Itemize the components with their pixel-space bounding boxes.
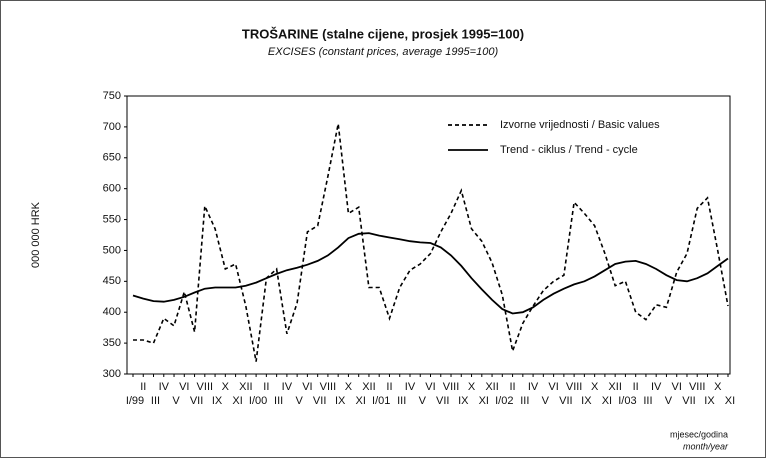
x-tick-label: I/99	[126, 395, 144, 407]
x-tick-label: I/02	[495, 395, 513, 407]
x-tick-label: IX	[212, 395, 223, 407]
x-tick-label: II	[140, 381, 146, 393]
x-tick-label: VIII	[689, 381, 706, 393]
x-tick-label: IX	[581, 395, 592, 407]
series-line	[132, 232, 729, 315]
chart-subtitle: EXCISES (constant prices, average 1995=1…	[268, 46, 499, 58]
x-tick-label: XI	[232, 395, 242, 407]
x-tick-label: XI	[725, 395, 735, 407]
legend-label: Trend - ciklus / Trend - cycle	[500, 144, 638, 156]
x-tick-label: V	[419, 395, 427, 407]
x-tick-label: IV	[528, 381, 539, 393]
y-tick-label: 400	[103, 306, 121, 318]
x-tick-label: I/01	[372, 395, 390, 407]
plot-area	[126, 95, 731, 375]
x-tick-label: I/03	[618, 395, 636, 407]
chart-title: TROŠARINE (stalne cijene, prosjek 1995=1…	[242, 26, 524, 41]
x-axis-label-en: month/year	[683, 441, 729, 451]
x-tick-label: X	[345, 381, 353, 393]
x-tick-label: VI	[302, 381, 312, 393]
x-tick-label: V	[172, 395, 180, 407]
x-tick-label: XI	[355, 395, 365, 407]
x-tick-label: VII	[682, 395, 695, 407]
x-tick-label: IX	[458, 395, 469, 407]
x-tick-label: IV	[651, 381, 662, 393]
y-tick-label: 600	[103, 183, 121, 195]
x-tick-label: VI	[179, 381, 189, 393]
x-tick-label: VIII	[443, 381, 460, 393]
x-tick-label: X	[222, 381, 230, 393]
y-tick-label: 750	[103, 90, 121, 102]
y-tick-label: 550	[103, 213, 121, 225]
x-tick-label: V	[542, 395, 550, 407]
y-tick-label: 650	[103, 152, 121, 164]
series-line	[133, 123, 729, 362]
x-tick-label: VI	[548, 381, 558, 393]
y-tick-label: 350	[103, 337, 121, 349]
x-tick-label: IV	[282, 381, 293, 393]
x-axis-label: mjesec/godina	[670, 429, 728, 439]
x-tick-label: VII	[190, 395, 203, 407]
x-tick-label: VIII	[566, 381, 583, 393]
y-tick-label: 450	[103, 275, 121, 287]
x-tick-label: V	[665, 395, 673, 407]
y-tick-label: 700	[103, 121, 121, 133]
x-tick-label: VI	[672, 381, 682, 393]
legend-label: Izvorne vrijednosti / Basic values	[500, 119, 660, 131]
x-tick-label: III	[397, 395, 406, 407]
x-tick-label: VIII	[197, 381, 214, 393]
x-tick-label: II	[263, 381, 269, 393]
x-tick-label: I/00	[249, 395, 267, 407]
x-tick-label: VII	[436, 395, 449, 407]
x-tick-label: III	[520, 395, 529, 407]
x-tick-label: XI	[479, 395, 489, 407]
x-tick-label: XII	[362, 381, 375, 393]
x-tick-label: XII	[239, 381, 252, 393]
x-tick-label: X	[591, 381, 599, 393]
x-tick-label: VII	[313, 395, 326, 407]
x-tick-label: II	[386, 381, 392, 393]
x-tick-label: XII	[608, 381, 621, 393]
y-axis-label: 000 000 HRK	[30, 201, 42, 268]
x-tick-label: IX	[335, 395, 346, 407]
y-tick-label: 300	[103, 368, 121, 380]
x-tick-label: IX	[704, 395, 715, 407]
x-tick-label: II	[510, 381, 516, 393]
x-tick-label: IV	[159, 381, 170, 393]
x-tick-label: IV	[405, 381, 416, 393]
y-tick-label: 500	[103, 244, 121, 256]
x-tick-label: XI	[602, 395, 612, 407]
x-tick-label: VIII	[320, 381, 337, 393]
x-tick-label: III	[274, 395, 283, 407]
x-tick-label: XII	[485, 381, 498, 393]
x-tick-label: II	[633, 381, 639, 393]
x-tick-label: VI	[425, 381, 435, 393]
x-tick-label: V	[295, 395, 303, 407]
x-tick-label: X	[714, 381, 722, 393]
x-tick-label: III	[643, 395, 652, 407]
x-tick-label: III	[151, 395, 160, 407]
x-tick-label: VII	[559, 395, 572, 407]
x-tick-label: X	[468, 381, 476, 393]
